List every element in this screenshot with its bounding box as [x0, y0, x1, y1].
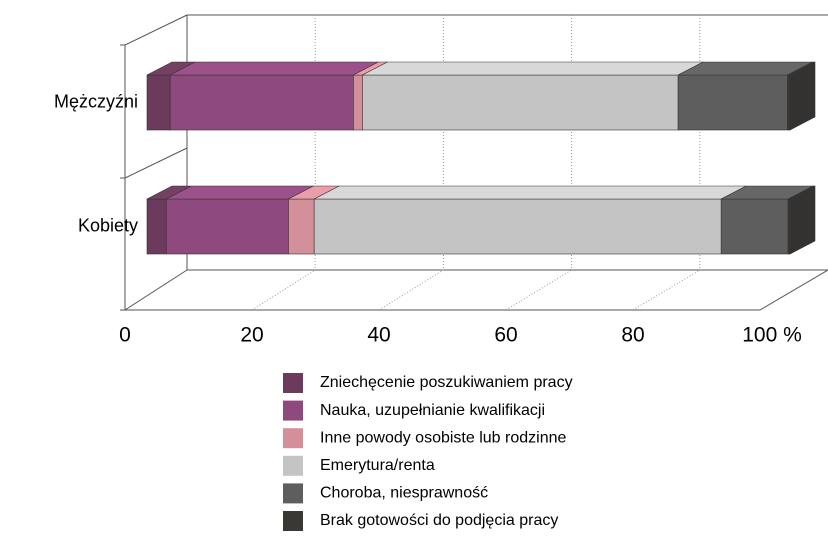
- x-tick-label: 80: [621, 324, 644, 347]
- legend-label: Inne powody osobiste lub rodzinne: [320, 429, 566, 446]
- bar: [165, 198, 289, 255]
- bar-top: [166, 185, 314, 200]
- legend-label: Zniechęcenie poszukiwaniem pracy: [320, 374, 573, 391]
- floor-edge: [759, 269, 828, 311]
- x-tick-label: 40: [367, 324, 390, 347]
- bar: [146, 74, 171, 131]
- grid-line: [251, 269, 316, 311]
- grid-line: [632, 269, 701, 311]
- legend-swatch: [283, 483, 303, 504]
- bar: [787, 74, 791, 131]
- wall-diagonal: [124, 14, 188, 46]
- walls: [120, 14, 828, 311]
- bar-top: [170, 61, 379, 76]
- legend-swatch: [283, 400, 303, 421]
- bar-top: [362, 61, 704, 76]
- y-tick-label: Mężczyźni: [54, 91, 138, 111]
- x-tick-label: 0: [119, 324, 131, 347]
- bar: [146, 198, 167, 255]
- legend-swatch: [283, 511, 303, 531]
- x-tick-label: 100 %: [742, 324, 802, 347]
- wall-diagonal: [124, 147, 188, 179]
- wall-diagonal: [124, 269, 188, 311]
- bar: [288, 198, 315, 255]
- legend-swatch: [283, 373, 303, 393]
- x-tick-label: 60: [494, 324, 517, 347]
- grid-line: [378, 269, 444, 311]
- legend-swatch: [283, 455, 303, 476]
- bar-top: [314, 185, 747, 200]
- grid-line: [505, 269, 572, 311]
- y-tick-label: Kobiety: [78, 215, 138, 235]
- legend-label: Nauka, uzupełnianie kwalifikacji: [320, 402, 545, 419]
- legend-label: Emerytura/renta: [320, 457, 435, 474]
- bar: [353, 74, 363, 131]
- bar-side: [789, 185, 816, 255]
- bar: [313, 198, 722, 255]
- x-tick-label: 20: [240, 324, 263, 347]
- legend-label: Choroba, niesprawność: [320, 485, 488, 502]
- legend-label: Brak gotowości do podjęcia pracy: [320, 512, 558, 529]
- bar-side: [789, 61, 816, 131]
- bar: [362, 74, 679, 131]
- bar: [677, 74, 788, 131]
- bar: [169, 74, 354, 131]
- bar: [720, 198, 789, 255]
- legend-swatch: [283, 428, 303, 449]
